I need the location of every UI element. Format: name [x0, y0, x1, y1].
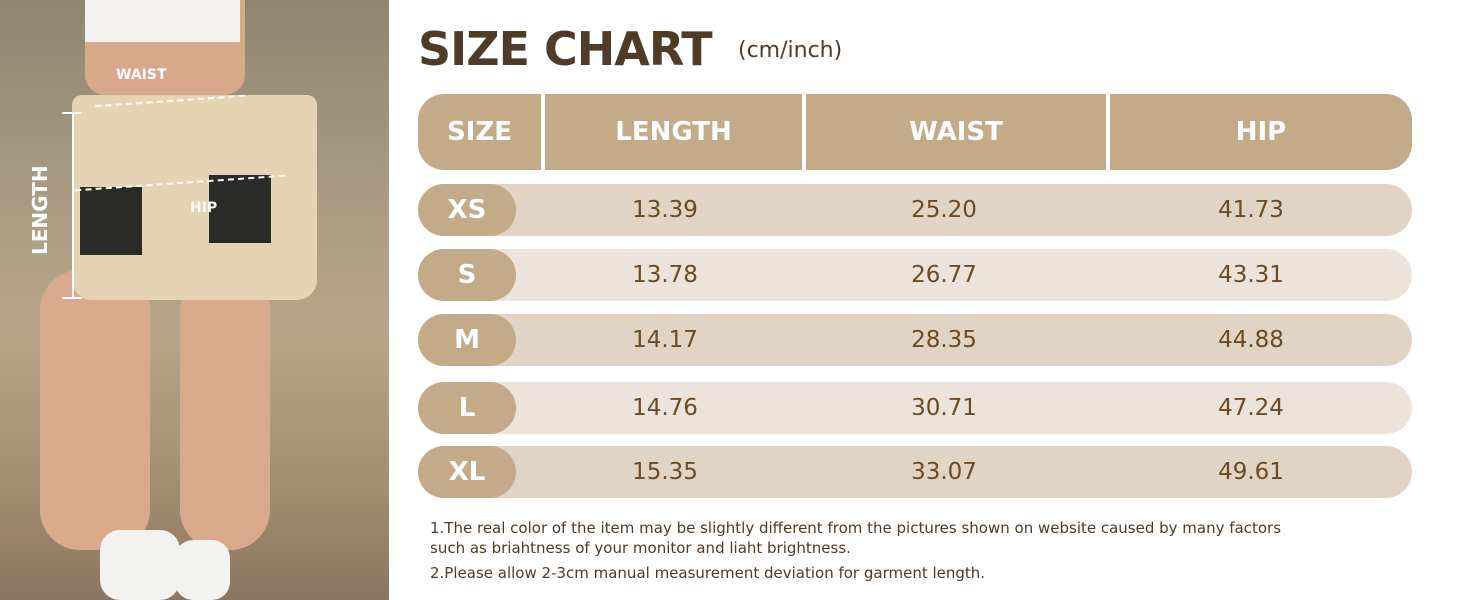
- header-length: LENGTH: [545, 94, 802, 170]
- waist-cell: 33.07: [911, 459, 977, 485]
- size-cell: M: [418, 314, 516, 366]
- size-cell: XS: [418, 184, 516, 236]
- header-size: SIZE: [418, 94, 541, 170]
- waist-cell: 26.77: [911, 262, 977, 288]
- waist-cell: 30.71: [911, 395, 977, 421]
- hip-cell: 41.73: [1218, 197, 1284, 223]
- table-row: L 14.76 30.71 47.24: [418, 382, 1412, 434]
- length-label: LENGTH: [28, 165, 52, 255]
- length-cell: 13.78: [632, 262, 698, 288]
- hip-cell: 43.31: [1218, 262, 1284, 288]
- shorts: [72, 95, 317, 300]
- header-waist: WAIST: [806, 94, 1106, 170]
- table-row: S 13.78 26.77 43.31: [418, 249, 1412, 301]
- size-cell: XL: [418, 446, 516, 498]
- hip-cell: 49.61: [1218, 459, 1284, 485]
- product-photo: WAIST HIP LENGTH: [0, 0, 389, 600]
- page-title: SIZE CHART: [418, 22, 713, 76]
- table-row: M 14.17 28.35 44.88: [418, 314, 1412, 366]
- length-cell: 14.76: [632, 395, 698, 421]
- unit-label: (cm/inch): [738, 38, 843, 63]
- header-hip: HIP: [1110, 94, 1412, 170]
- hip-label: HIP: [190, 200, 218, 216]
- size-cell: L: [418, 382, 516, 434]
- table-row: XS 13.39 25.20 41.73: [418, 184, 1412, 236]
- length-cell: 13.39: [632, 197, 698, 223]
- hip-cell: 47.24: [1218, 395, 1284, 421]
- note-1: 1.The real color of the item may be slig…: [430, 519, 1282, 557]
- length-cell: 15.35: [632, 459, 698, 485]
- waist-label: WAIST: [116, 67, 167, 83]
- waist-cell: 25.20: [911, 197, 977, 223]
- length-cell: 14.17: [632, 327, 698, 353]
- waist-cell: 28.35: [911, 327, 977, 353]
- size-cell: S: [418, 249, 516, 301]
- table-row: XL 15.35 33.07 49.61: [418, 446, 1412, 498]
- hip-cell: 44.88: [1218, 327, 1284, 353]
- note-2: 2.Please allow 2-3cm manual measurement …: [430, 564, 986, 582]
